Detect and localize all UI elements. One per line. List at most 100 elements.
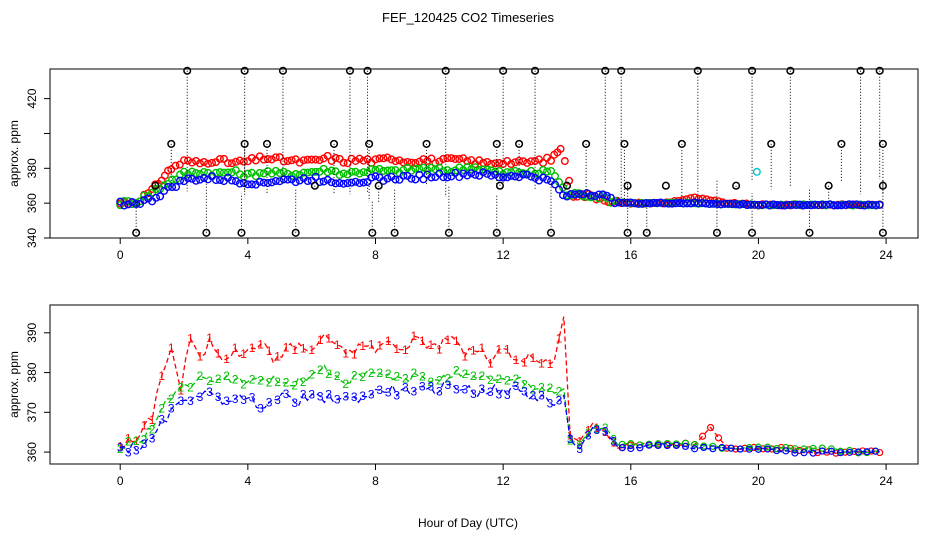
spike-point (562, 181, 572, 190)
point-inlet-3 (471, 170, 480, 179)
series-point-3 (800, 449, 808, 457)
point-inlet-1 (359, 156, 368, 165)
point-inlet-1 (547, 156, 556, 165)
point-inlet-1 (295, 158, 304, 167)
series-glyph-2: 2 (419, 369, 426, 383)
series-glyph-3: 3 (470, 387, 477, 401)
spike-point (748, 228, 757, 237)
series-glyph-1: 1 (308, 343, 315, 357)
point-inlet-3 (614, 198, 623, 207)
point-inlet-2 (511, 166, 520, 175)
series-glyph-3: 3 (487, 385, 494, 399)
series-glyph-2: 2 (576, 438, 583, 452)
point-inlet-1 (275, 153, 284, 162)
point-inlet-2 (347, 167, 356, 176)
point-inlet-3 (188, 174, 197, 183)
series-glyph-2: 2 (308, 367, 315, 381)
series-glyph-3: 3 (410, 384, 417, 398)
point-inlet-1 (387, 155, 396, 164)
series-point-2 (818, 444, 826, 452)
point-inlet-3 (713, 200, 722, 209)
point-inlet-3 (829, 201, 838, 210)
series-glyph-3: 3 (444, 378, 451, 392)
point-inlet-3 (848, 200, 857, 209)
spike-point (151, 181, 160, 190)
point-inlet-1 (219, 154, 228, 163)
point-inlet-3 (511, 172, 520, 181)
series-glyph-3: 3 (427, 380, 434, 394)
point-inlet-3 (168, 183, 177, 192)
x-tick-label: 12 (496, 474, 510, 488)
point-inlet-1 (523, 158, 532, 167)
y-tick-label: 380 (25, 362, 39, 382)
point-inlet-1 (144, 189, 153, 198)
spike-point (515, 139, 524, 148)
point-inlet-3 (415, 170, 424, 179)
point-inlet-1 (267, 155, 276, 164)
point-inlet-1 (323, 151, 332, 160)
point-inlet-2 (427, 163, 436, 172)
series-glyph-1: 1 (283, 341, 290, 355)
point-inlet-2 (443, 166, 452, 175)
point-inlet-3 (638, 199, 647, 208)
point-inlet-1 (383, 153, 392, 162)
series-glyph-1: 1 (547, 357, 554, 371)
point-inlet-3 (411, 175, 420, 184)
point-inlet-3 (731, 200, 740, 209)
point-inlet-3 (694, 199, 703, 208)
series-glyph-3: 3 (602, 425, 609, 439)
point-inlet-3 (716, 200, 725, 209)
point-inlet-3 (660, 199, 669, 208)
point-inlet-3 (523, 170, 532, 179)
series-glyph-2: 2 (266, 376, 273, 390)
point-inlet-3 (152, 193, 161, 202)
point-inlet-2 (299, 168, 308, 177)
series-point-3 (863, 448, 871, 456)
series-glyph-3: 3 (283, 387, 290, 401)
point-inlet-3 (399, 171, 408, 180)
series-glyph-1: 1 (291, 343, 298, 357)
spike-point (878, 139, 887, 148)
point-inlet-2 (168, 175, 177, 184)
point-inlet-1 (395, 156, 404, 165)
spike-point (582, 139, 591, 148)
spike-point (661, 181, 670, 190)
series-glyph-3: 3 (453, 382, 460, 396)
point-inlet-1 (556, 144, 565, 153)
point-inlet-3 (164, 182, 173, 191)
point-inlet-3 (814, 201, 823, 210)
point-inlet-3 (527, 172, 536, 181)
x-tick-label: 0 (117, 474, 124, 488)
point-inlet-1 (180, 156, 189, 165)
point-inlet-3 (761, 200, 770, 209)
series-point-2 (800, 445, 808, 453)
series-glyph-2: 2 (556, 385, 563, 399)
point-inlet-3 (720, 199, 729, 208)
series-glyph-3: 3 (215, 390, 222, 404)
spike-point (345, 66, 355, 75)
point-inlet-3 (788, 200, 797, 209)
series-point-3 (854, 448, 863, 456)
x-tick-label: 4 (245, 474, 252, 488)
series-glyph-2: 2 (521, 377, 528, 391)
series-glyph-2: 2 (249, 372, 256, 386)
series-glyph-2: 2 (149, 422, 156, 436)
point-inlet-2 (160, 181, 169, 190)
series-glyph-2: 2 (453, 363, 460, 377)
point-inlet-2 (479, 165, 488, 174)
point-inlet-3 (758, 200, 767, 209)
series-glyph-3: 3 (317, 390, 324, 404)
series-point-3 (618, 443, 626, 452)
point-inlet-1 (307, 155, 316, 164)
point-inlet-1 (391, 157, 400, 166)
series-glyph-1: 1 (538, 356, 545, 370)
point-inlet-2 (331, 167, 340, 176)
spike-point (363, 66, 372, 75)
point-inlet-2 (223, 168, 232, 177)
point-inlet-3 (467, 169, 476, 178)
spike-point (374, 181, 383, 190)
series-point-3 (736, 445, 744, 453)
point-inlet-1 (399, 158, 408, 167)
series-glyph-2: 2 (547, 381, 554, 395)
point-inlet-3 (339, 179, 348, 188)
